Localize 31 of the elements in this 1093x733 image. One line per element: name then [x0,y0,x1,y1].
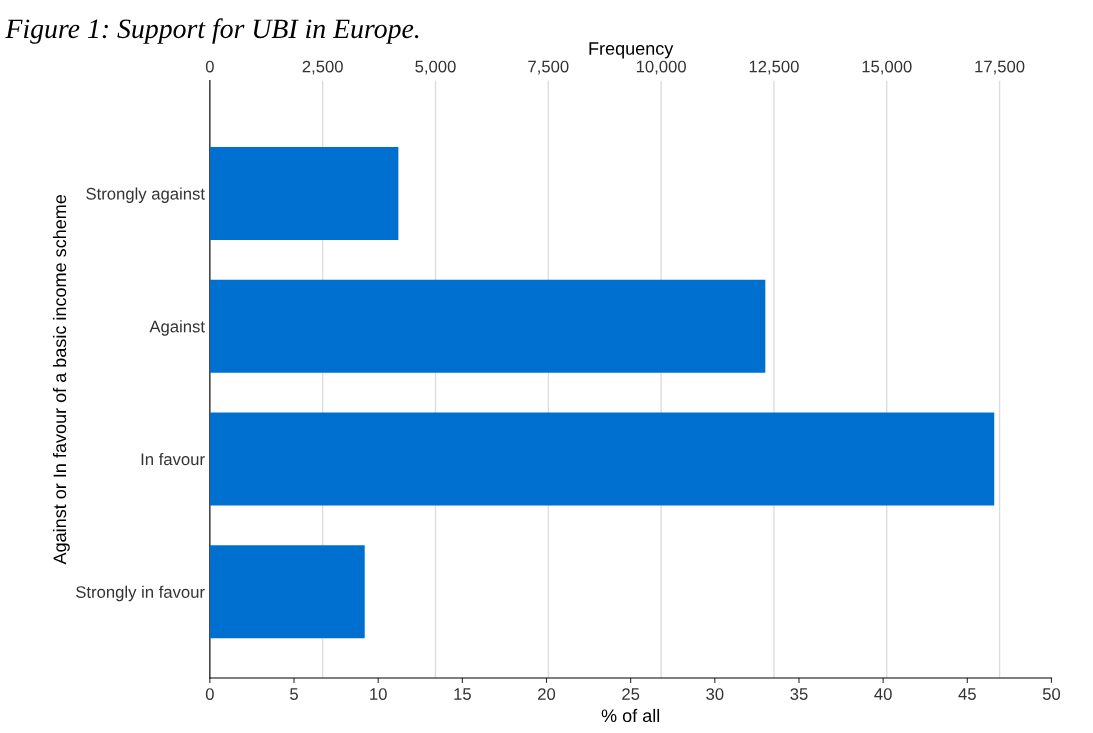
y-axis-title: Against or In favour of a basic income scheme [52,194,70,565]
x-tick-label: 50 [1042,688,1061,700]
y-tick-label: Strongly against [86,187,205,203]
x-tick-label: 30 [706,688,724,700]
x2-axis-title: Frequency [589,42,674,59]
chart-title: Figure 1: Support for UBI in Europe. [5,18,419,44]
x2-tick-label: 0 [205,60,214,73]
x-axis-title: % of all [601,708,660,723]
x-tick-label: 0 [205,688,214,700]
x2-tick-label: 7,500 [528,60,569,75]
y-tick-label: Against [149,320,205,336]
x-tick-label: 25 [622,688,640,700]
bar [209,147,399,240]
bar [209,279,766,373]
x2-tick-label: 10,000 [636,60,686,75]
x-tick-label: 10 [370,688,387,700]
bar [209,412,995,506]
x-tick-label: 5 [290,688,298,700]
x2-tick-label: 15,000 [862,60,912,75]
bar [209,545,365,639]
x-tick-label: 35 [790,688,808,700]
y-tick-label: Strongly in favour [76,585,205,602]
x-tick-label: 45 [958,688,976,700]
y-tick-label: In favour [141,452,205,466]
x2-tick-label: 5,000 [415,60,456,75]
x2-tick-label: 12,500 [749,60,799,75]
x2-tick-label: 17,500 [975,60,1025,75]
x2-tick-label: 2,500 [302,60,343,75]
x-tick-label: 15 [454,688,471,700]
x-tick-label: 20 [538,688,556,700]
x-tick-label: 40 [874,688,892,700]
